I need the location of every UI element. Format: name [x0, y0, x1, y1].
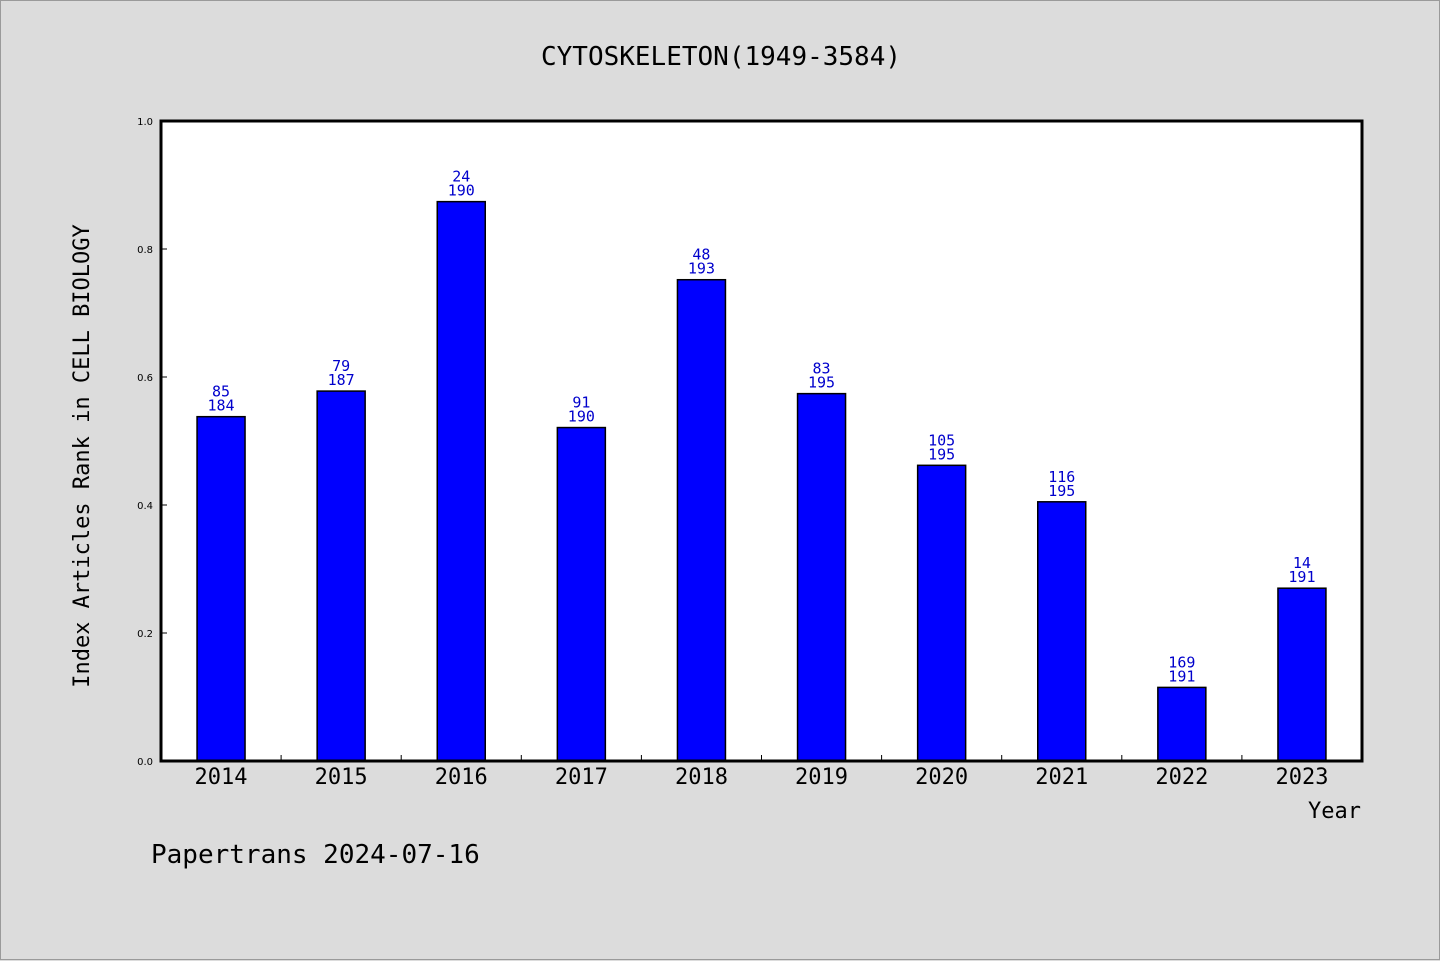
- x-tick-label-2019: 2019: [795, 765, 848, 790]
- y-axis-label: Index Articles Rank in CELL BIOLOGY: [70, 224, 95, 688]
- y-tick-label: 0.0: [137, 757, 153, 768]
- bar-label-total-2020: 195: [928, 445, 955, 463]
- bar-label-rank-2015: 79: [332, 357, 350, 375]
- bar-label-rank-2014: 85: [212, 383, 230, 401]
- bar-2020: [916, 464, 967, 762]
- bar-label-total-2021: 195: [1048, 482, 1075, 500]
- bar-label-total-2018: 193: [688, 260, 715, 278]
- x-tick-label-2023: 2023: [1275, 765, 1328, 790]
- x-tick-label-2017: 2017: [555, 765, 608, 790]
- bar-label-total-2015: 187: [328, 371, 355, 389]
- bar-label-total-2023: 191: [1288, 568, 1315, 586]
- x-tick-label-2014: 2014: [195, 765, 248, 790]
- bar-label-rank-2017: 91: [572, 394, 590, 412]
- x-tick-label-2018: 2018: [675, 765, 728, 790]
- y-tick-label: 0.8: [137, 245, 153, 256]
- y-tick-label: 0.2: [137, 629, 153, 640]
- bar-label-rank-2016: 24: [452, 168, 470, 186]
- bar-2021: [1037, 501, 1087, 762]
- bar-label-rank-2022: 169: [1168, 653, 1195, 671]
- bar-label-total-2014: 184: [208, 397, 235, 415]
- x-axis-label: Year: [1308, 799, 1361, 824]
- bar-label-total-2017: 190: [568, 408, 595, 426]
- bar-label-total-2016: 190: [448, 182, 475, 200]
- bar-label-total-2019: 195: [808, 374, 835, 392]
- x-tick-label-2015: 2015: [315, 765, 368, 790]
- bar-label-rank-2020: 105: [928, 431, 955, 449]
- bar-labels-layer: 8518479187241909119048193831951051951161…: [208, 168, 1316, 686]
- footer-credit: Papertrans 2024-07-16: [151, 840, 480, 870]
- bar-label-rank-2021: 116: [1048, 468, 1075, 486]
- x-axis-ticks: 2014 2015 2016 2017 2018 2019 2020 2021 2022 2023: [195, 755, 1328, 790]
- bar-label-total-2022: 191: [1168, 667, 1195, 685]
- x-tick-label-2022: 2022: [1155, 765, 1208, 790]
- bar-2018: [676, 278, 727, 762]
- bar-2022: [1157, 686, 1207, 762]
- y-tick-label: 0.4: [137, 501, 153, 512]
- bar-label-rank-2019: 83: [813, 360, 831, 378]
- x-tick-label-2016: 2016: [435, 765, 488, 790]
- bar-2016: [436, 200, 486, 762]
- bars-layer: [196, 200, 1327, 762]
- bar-2014: [196, 415, 246, 762]
- y-tick-label: 1.0: [137, 117, 153, 128]
- bar-label-rank-2023: 14: [1293, 554, 1311, 572]
- plot-border: [159, 119, 1364, 763]
- y-tick-label: 0.6: [137, 373, 153, 384]
- bar-2015: [316, 390, 366, 762]
- chart-title: CYTOSKELETON(1949-3584): [541, 42, 901, 72]
- bar-2019: [796, 392, 847, 762]
- x-tick-label-2021: 2021: [1035, 765, 1088, 790]
- bar-2017: [556, 426, 607, 762]
- bar-2023: [1277, 587, 1327, 762]
- x-tick-label-2020: 2020: [915, 765, 968, 790]
- bar-label-rank-2018: 48: [692, 246, 710, 264]
